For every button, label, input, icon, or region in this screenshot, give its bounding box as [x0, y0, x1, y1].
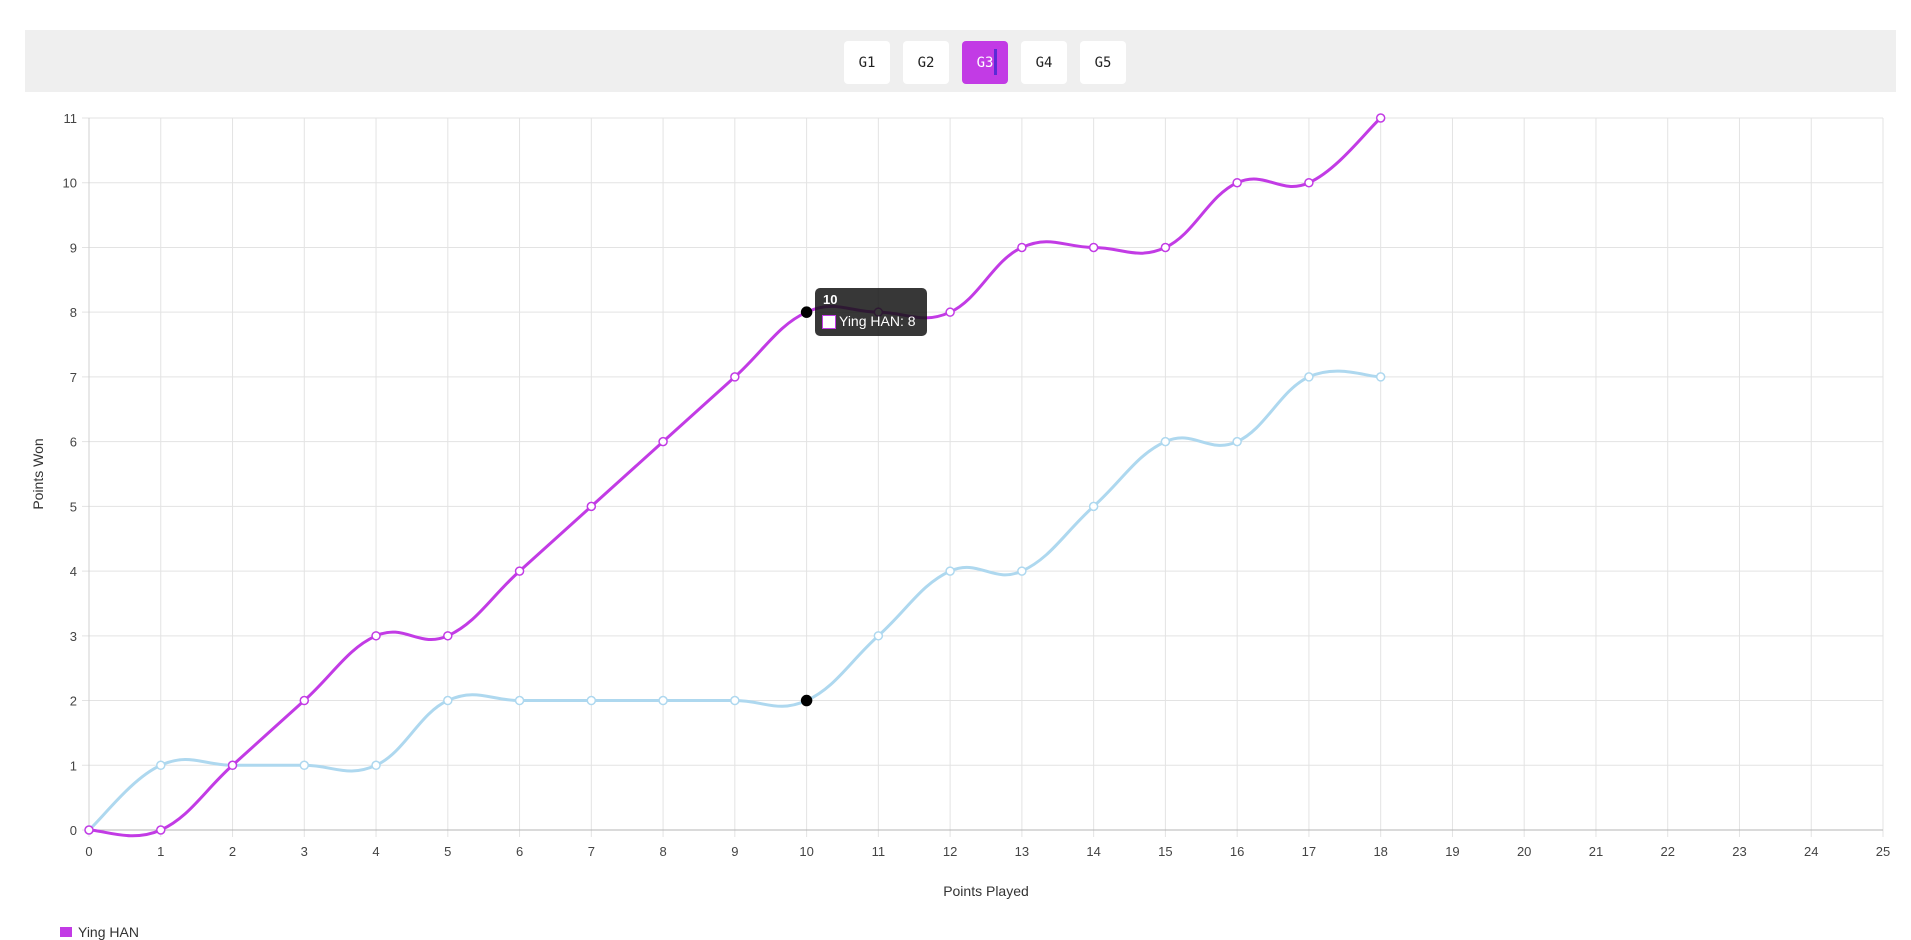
- x-tick-label: 8: [659, 844, 666, 859]
- data-point: [227, 760, 238, 771]
- y-tick-label: 4: [70, 564, 77, 579]
- data-point: [1160, 436, 1171, 447]
- tab-g3-label: G3: [976, 54, 994, 71]
- x-tick-label: 21: [1589, 844, 1603, 859]
- game-selector-bar: G1 G2 G3 G4 G5: [25, 30, 1896, 92]
- x-tick-label: 19: [1445, 844, 1459, 859]
- data-point: [945, 566, 955, 576]
- data-point: [1232, 436, 1242, 447]
- data-point: [873, 631, 884, 641]
- tab-g2[interactable]: G2: [903, 41, 949, 84]
- data-point: [371, 631, 381, 641]
- y-tick-label: 6: [70, 435, 77, 450]
- data-point: [299, 760, 310, 771]
- data-point: [1088, 501, 1099, 512]
- y-tick-label: 2: [70, 694, 77, 709]
- data-point: [1304, 177, 1314, 188]
- data-point: [1304, 372, 1314, 382]
- data-point: [658, 695, 668, 706]
- x-tick-label: 20: [1517, 844, 1531, 859]
- data-point: [1017, 566, 1027, 576]
- x-tick-label: 11: [872, 844, 886, 859]
- x-tick-label: 23: [1732, 844, 1746, 859]
- y-tick-label: 0: [70, 823, 77, 838]
- x-tick-label: 25: [1876, 844, 1890, 859]
- x-tick-label: 7: [588, 844, 595, 859]
- y-axis-title: Points Won: [30, 438, 46, 509]
- y-tick-label: 11: [64, 111, 78, 126]
- data-point: [1017, 242, 1027, 253]
- data-point: [299, 695, 310, 706]
- tab-g1[interactable]: G1: [844, 41, 890, 84]
- tab-g5[interactable]: G5: [1080, 41, 1126, 84]
- data-point: [945, 307, 955, 317]
- x-tick-label: 17: [1302, 844, 1316, 859]
- data-point: [443, 631, 453, 641]
- tooltip-label: Ying HAN: 8: [839, 313, 916, 329]
- data-point: [730, 695, 740, 706]
- highlighted-point: [800, 306, 813, 318]
- y-tick-label: 5: [70, 499, 77, 514]
- x-axis-title: Points Played: [943, 883, 1029, 899]
- data-point: [1232, 177, 1242, 188]
- x-tick-label: 5: [444, 844, 451, 859]
- x-tick-label: 9: [731, 844, 738, 859]
- y-tick-label: 3: [70, 629, 77, 644]
- data-point: [84, 825, 94, 835]
- x-tick-label: 3: [301, 844, 308, 859]
- data-point: [514, 566, 525, 576]
- x-tick-label: 24: [1804, 844, 1818, 859]
- data-point: [1088, 242, 1099, 253]
- tooltip-title: 10: [823, 292, 838, 307]
- text-cursor: [994, 49, 997, 75]
- data-point: [1160, 242, 1171, 253]
- y-tick-label: 9: [70, 240, 77, 255]
- chart-tooltip: 10 Ying HAN: 8: [815, 288, 927, 336]
- x-tick-label: 12: [943, 844, 957, 859]
- y-tick-label: 10: [63, 176, 77, 191]
- x-tick-label: 13: [1015, 844, 1029, 859]
- x-tick-label: 0: [85, 844, 92, 859]
- x-tick-label: 4: [372, 844, 379, 859]
- tab-g3[interactable]: G3: [962, 41, 1008, 84]
- x-tick-label: 1: [157, 844, 164, 859]
- legend-label: Ying HAN: [78, 924, 139, 940]
- data-point: [586, 695, 597, 706]
- data-point: [1375, 372, 1386, 382]
- legend-swatch: [60, 927, 72, 937]
- x-tick-label: 10: [799, 844, 813, 859]
- data-point: [586, 501, 597, 512]
- game-tabs: G1 G2 G3 G4 G5: [844, 41, 1126, 84]
- data-point: [730, 372, 740, 382]
- x-tick-label: 18: [1373, 844, 1387, 859]
- y-tick-label: 7: [70, 370, 77, 385]
- x-tick-label: 14: [1086, 844, 1100, 859]
- x-tick-label: 16: [1230, 844, 1244, 859]
- x-tick-label: 15: [1158, 844, 1172, 859]
- x-tick-label: 2: [229, 844, 236, 859]
- data-point: [1375, 113, 1386, 123]
- data-point: [443, 695, 453, 706]
- data-point: [371, 760, 381, 771]
- x-tick-label: 6: [516, 844, 523, 859]
- y-tick-label: 8: [70, 305, 77, 320]
- highlighted-point: [800, 694, 813, 707]
- x-tick-label: 22: [1660, 844, 1674, 859]
- data-point: [658, 436, 668, 447]
- data-point: [514, 695, 525, 706]
- data-point: [156, 825, 166, 835]
- tab-g4[interactable]: G4: [1021, 41, 1067, 84]
- y-tick-label: 1: [70, 758, 77, 773]
- chart-legend[interactable]: Ying HAN: [60, 924, 139, 940]
- tooltip-swatch: [822, 315, 836, 329]
- data-point: [156, 760, 166, 771]
